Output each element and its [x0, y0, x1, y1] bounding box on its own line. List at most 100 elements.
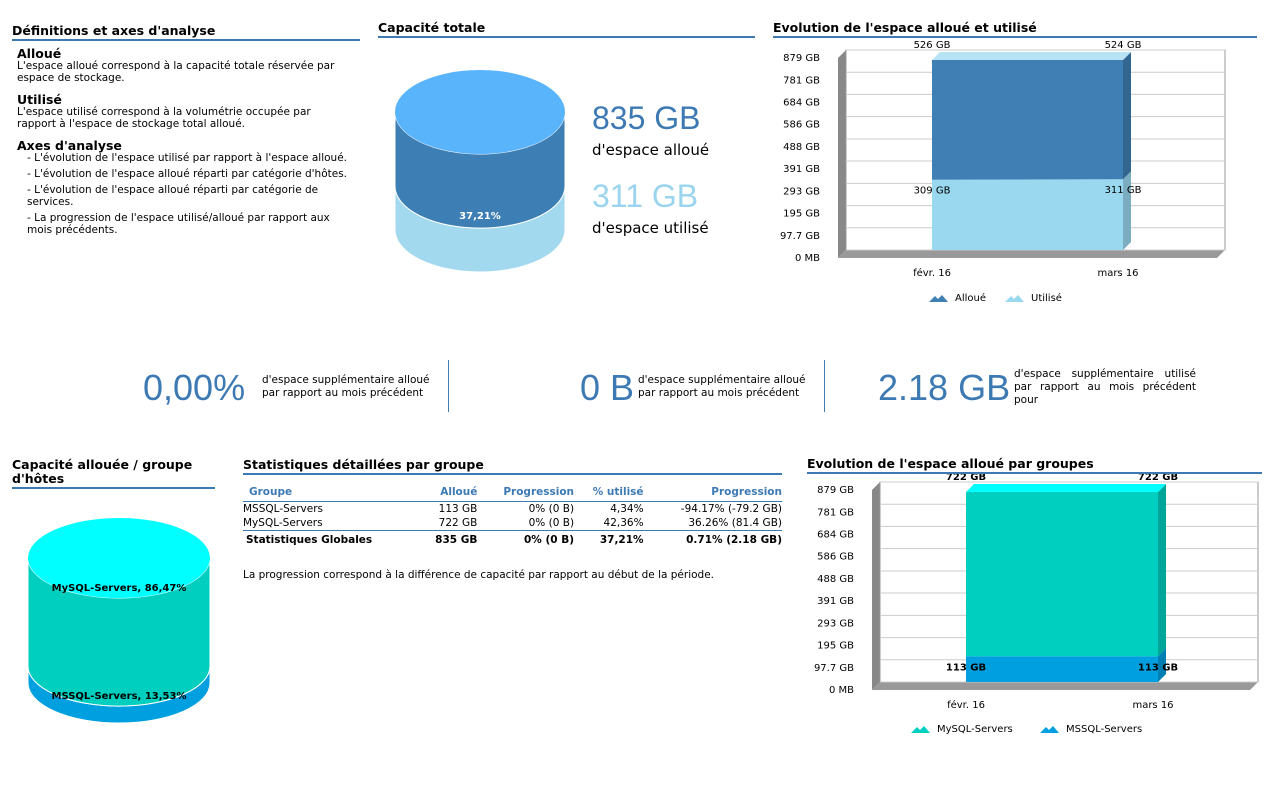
header-cell: % utilisé	[574, 485, 644, 502]
floor	[872, 682, 1258, 690]
y-tick-label: 488 GB	[817, 574, 854, 585]
area-side-shade	[1123, 52, 1131, 180]
legend-label: Alloué	[955, 292, 986, 304]
kpi-text: d'espace supplémentaire utilisé par rapp…	[1014, 368, 1196, 406]
y-tick-label: 195 GB	[817, 641, 854, 652]
legend-label: MySQL-Servers	[937, 724, 1013, 735]
y-tick-label: 586 GB	[817, 552, 854, 563]
cell: 37,21%	[574, 530, 644, 547]
floor	[838, 250, 1225, 258]
y-tick-label: 97.7 GB	[780, 231, 820, 242]
panel-title: Evolution de l'espace alloué par groupes	[807, 456, 1262, 474]
legend-marker	[1005, 295, 1024, 302]
y-tick-label: 0 MB	[829, 685, 854, 696]
area-side-shade	[1158, 484, 1166, 657]
y-tick-label: 684 GB	[817, 529, 854, 540]
header-cell: Alloué	[419, 485, 478, 502]
area-top	[966, 484, 1166, 493]
area-side	[1158, 648, 1166, 682]
cell: 0% (0 B)	[477, 530, 575, 547]
value-label: 524 GB	[1105, 40, 1142, 51]
definitions: Alloué L'espace alloué correspond à la c…	[17, 46, 352, 240]
y-tick-label: 684 GB	[783, 97, 820, 108]
area-side	[1123, 171, 1131, 250]
kpi-value: 0 B	[579, 367, 634, 408]
allocated-text: d'espace alloué	[592, 141, 710, 159]
stats-table: Groupe Alloué Progression% utilisé Progress…	[243, 485, 782, 547]
cell: Statistiques Globales	[243, 530, 420, 547]
text: L'espace utilisé correspond à la volumét…	[17, 106, 311, 130]
cell: 835 GB	[419, 530, 478, 547]
area-side	[1123, 52, 1131, 180]
area	[932, 179, 1123, 250]
area-top	[932, 52, 1131, 61]
axis-item: - La progression de l'espace utilisé/all…	[27, 212, 330, 236]
area	[932, 60, 1123, 180]
y-tick-label: 488 GB	[783, 142, 820, 153]
y-tick-label: 97.7 GB	[814, 663, 854, 674]
legend-marker	[1040, 726, 1059, 733]
header-cell: Groupe	[243, 485, 420, 502]
value-label: 722 GB	[946, 472, 986, 483]
legend-label: MSSQL-Servers	[1066, 724, 1142, 735]
area-side-shade	[1123, 171, 1131, 250]
text: L'espace alloué correspond à la capacité…	[17, 60, 335, 84]
legend-marker	[929, 295, 948, 302]
cell: 4,34%	[610, 503, 644, 515]
axis-item: - L'évolution de l'espace alloué réparti…	[27, 184, 319, 208]
value-label: 311 GB	[1105, 185, 1142, 196]
separator	[824, 360, 825, 412]
panel-title: Evolution de l'espace alloué et utilisé	[773, 20, 1257, 38]
cell: 42,36%	[603, 517, 644, 529]
y-tick-label: 586 GB	[783, 120, 820, 131]
cylinder-label: MySQL-Servers, 86,47%	[52, 583, 187, 594]
kpi-text: d'espace supplémentaire alloué par rappo…	[262, 374, 430, 399]
x-tick-label: févr. 16	[947, 699, 985, 711]
area-side-shade	[1158, 648, 1166, 682]
y-tick-label: 293 GB	[783, 186, 820, 197]
legend-marker	[911, 726, 930, 733]
value-label: 722 GB	[1138, 472, 1178, 483]
cell: MSSQL-Servers	[243, 503, 324, 515]
cylinder-label: 37,21%	[459, 211, 501, 222]
x-tick-label: févr. 16	[913, 267, 951, 279]
cylinder-label: MSSQL-Servers, 13,53%	[52, 691, 187, 702]
value-label: 113 GB	[946, 662, 986, 673]
kpi-value: 2.18 GB	[878, 367, 1011, 408]
panel-title: Définitions et axes d'analyse	[12, 23, 360, 41]
area	[966, 492, 1158, 657]
panel-title: Capacité allouée / groupe d'hôtes	[12, 458, 215, 489]
cell: 722 GB	[438, 517, 478, 529]
value-label: 526 GB	[914, 40, 951, 51]
y-tick-label: 293 GB	[817, 618, 854, 629]
y-tick-label: 879 GB	[817, 485, 854, 496]
y-tick-label: 781 GB	[783, 75, 820, 86]
heading: Axes d'analyse	[17, 138, 122, 153]
header-cell: Progression	[643, 485, 782, 502]
used-text: d'espace utilisé	[592, 219, 709, 237]
area	[966, 656, 1158, 682]
table-note: La progression correspond à la différenc…	[243, 569, 715, 581]
cell: 0.71% (2.18 GB)	[643, 530, 782, 547]
cell: 0% (0 B)	[528, 517, 575, 529]
value-label: 309 GB	[914, 186, 951, 197]
panel-title: Capacité totale	[378, 20, 755, 38]
separator	[448, 360, 449, 412]
y-tick-label: 391 GB	[817, 596, 854, 607]
x-tick-label: mars 16	[1097, 268, 1138, 279]
axis-item: - L'évolution de l'espace utilisé par ra…	[27, 152, 347, 164]
axis-item: - L'évolution de l'espace alloué réparti…	[27, 168, 348, 180]
kpi-text: d'espace supplémentaire alloué par rappo…	[638, 374, 806, 399]
heading: Utilisé	[17, 92, 62, 107]
side-wall	[872, 482, 880, 690]
cell: -94.17% (-79.2 GB)	[680, 503, 782, 515]
side-wall	[838, 50, 846, 258]
y-tick-label: 391 GB	[783, 164, 820, 175]
cell: 36.26% (81.4 GB)	[688, 517, 782, 529]
cylinder-top	[395, 70, 565, 154]
y-tick-label: 195 GB	[783, 209, 820, 220]
cell: 113 GB	[438, 503, 478, 515]
y-tick-label: 781 GB	[817, 507, 854, 518]
